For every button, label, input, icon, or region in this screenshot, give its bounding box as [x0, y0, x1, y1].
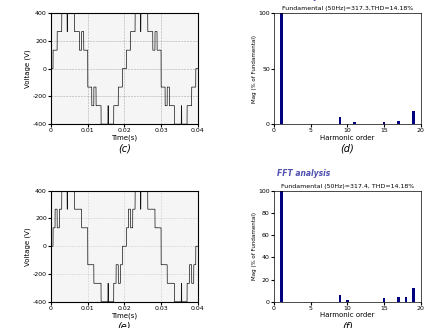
Y-axis label: Voltage (V): Voltage (V): [25, 227, 31, 266]
Y-axis label: Mag (% of Fundamental): Mag (% of Fundamental): [252, 35, 257, 103]
X-axis label: Harmonic order: Harmonic order: [320, 312, 374, 318]
Text: (d): (d): [340, 144, 354, 154]
Text: (e): (e): [118, 321, 131, 328]
Bar: [412, 111, 415, 124]
X-axis label: Harmonic order: Harmonic order: [320, 135, 374, 141]
Bar: [383, 298, 385, 302]
Bar: [339, 117, 341, 124]
Text: (f): (f): [342, 321, 353, 328]
Bar: [412, 288, 415, 302]
Title: Fundamental (50Hz)=317.3,THD=14.18%: Fundamental (50Hz)=317.3,THD=14.18%: [282, 6, 413, 11]
Bar: [280, 13, 283, 124]
Text: FFT analysis: FFT analysis: [277, 0, 330, 1]
Text: (c): (c): [118, 144, 131, 154]
Bar: [354, 122, 356, 124]
Y-axis label: Mag (% of Fundamental): Mag (% of Fundamental): [252, 212, 257, 280]
X-axis label: Time(s): Time(s): [111, 135, 137, 141]
Text: FFT analysis: FFT analysis: [277, 169, 330, 178]
Bar: [405, 297, 407, 302]
X-axis label: Time(s): Time(s): [111, 312, 137, 319]
Title: Fundamental (50Hz)=317.4, THD=14.18%: Fundamental (50Hz)=317.4, THD=14.18%: [281, 184, 414, 189]
Bar: [280, 191, 283, 302]
Y-axis label: Voltage (V): Voltage (V): [25, 49, 31, 88]
Bar: [383, 122, 385, 124]
Bar: [346, 299, 348, 302]
Bar: [339, 295, 341, 302]
Bar: [397, 121, 400, 124]
Bar: [397, 297, 400, 302]
